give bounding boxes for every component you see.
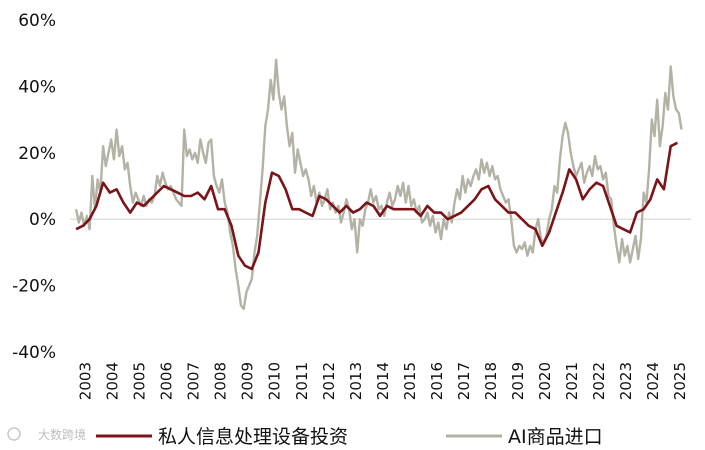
x-tick-label: 2005 <box>131 362 149 400</box>
x-tick-label: 2007 <box>185 362 203 400</box>
y-axis-ticks: 60% 40% 20% 0% -20% -40% <box>12 11 56 363</box>
x-axis-ticks: 2003 2004 2005 2006 2007 2008 2009 2010 2011 2012… <box>77 362 689 400</box>
x-tick-label: 2022 <box>590 362 608 400</box>
y-tick-label: 40% <box>18 77 56 97</box>
series-line-ai-goods-imports <box>74 58 683 310</box>
x-tick-label: 2015 <box>401 362 419 400</box>
x-tick-label: 2003 <box>77 362 95 400</box>
watermark-logo-icon <box>7 427 21 441</box>
x-tick-label: 2018 <box>482 362 500 400</box>
x-tick-label: 2012 <box>320 362 338 400</box>
x-tick-label: 2013 <box>347 362 365 400</box>
x-tick-label: 2009 <box>239 362 257 400</box>
x-tick-label: 2008 <box>212 362 230 400</box>
x-tick-label: 2010 <box>266 362 284 400</box>
x-tick-label: 2004 <box>104 362 122 400</box>
x-tick-label: 2016 <box>428 362 446 400</box>
legend: 私人信息处理设备投资 AI商品进口 <box>96 426 603 448</box>
x-tick-label: 2017 <box>455 362 473 400</box>
x-tick-label: 2019 <box>509 362 527 400</box>
y-tick-label: 0% <box>29 210 56 230</box>
x-tick-label: 2020 <box>536 362 554 400</box>
watermark: 大数跨境 <box>7 427 86 442</box>
legend-label-ai-goods-imports: AI商品进口 <box>508 426 603 448</box>
y-tick-label: -40% <box>12 343 56 363</box>
watermark-text: 大数跨境 <box>38 427 86 442</box>
legend-label-private-it-investment: 私人信息处理设备投资 <box>158 426 348 448</box>
x-tick-label: 2014 <box>374 362 392 400</box>
series-layer <box>74 58 683 310</box>
x-tick-label: 2006 <box>158 362 176 400</box>
series-line-private-it-investment <box>75 141 678 271</box>
y-tick-label: -20% <box>12 277 56 297</box>
x-tick-label: 2025 <box>671 362 689 400</box>
x-tick-label: 2023 <box>617 362 635 400</box>
y-tick-label: 60% <box>18 11 56 31</box>
x-tick-label: 2021 <box>563 362 581 400</box>
x-tick-label: 2011 <box>293 362 311 400</box>
y-tick-label: 20% <box>18 144 56 164</box>
x-tick-label: 2024 <box>644 362 662 400</box>
